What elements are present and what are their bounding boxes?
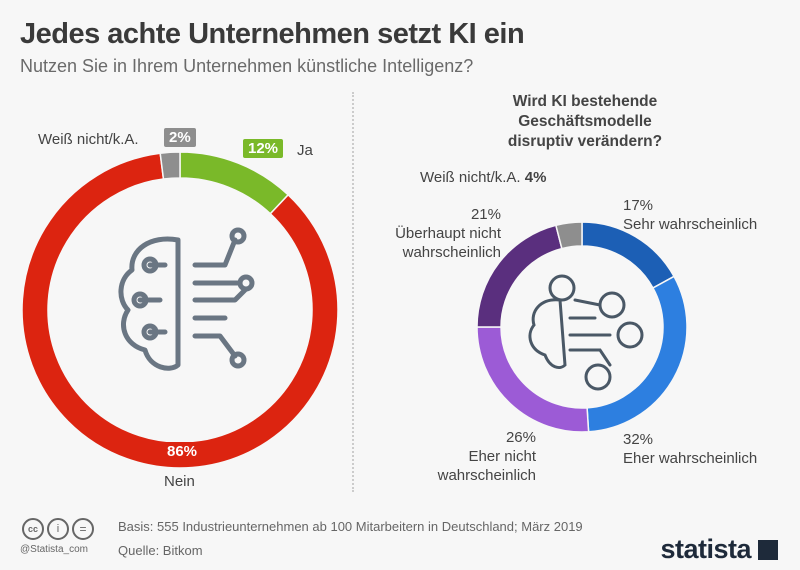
nd-icon: = [72, 518, 94, 540]
label-nein: Nein [164, 473, 195, 490]
label-text: Überhaupt nicht [395, 225, 501, 242]
statista-logo[interactable]: statista [660, 534, 778, 565]
label-value: 4% [524, 169, 547, 186]
slice-weiß-nicht-k-a- [554, 221, 583, 250]
slice-ja [179, 151, 290, 215]
label-value: 26% [505, 429, 536, 446]
label-value: 32% [623, 431, 654, 448]
badge-ja: 12% [243, 139, 284, 158]
right-chart-title: Wird KI bestehende Geschäftsmodelle disr… [470, 92, 700, 152]
basis-note: Basis: 555 Industrieunternehmen ab 100 M… [118, 519, 583, 534]
by-icon: i [47, 518, 69, 540]
label-text: wahrscheinlich [437, 467, 536, 484]
label-ja: Ja [297, 142, 313, 159]
page-title: Jedes achte Unternehmen setzt KI ein [20, 18, 525, 50]
license-icons: cc i = [22, 518, 94, 540]
source-note: Quelle: Bitkom [118, 543, 203, 558]
label-text: Sehr wahrscheinlich [623, 216, 758, 233]
label-text: Weiß nicht/k.A. [420, 169, 521, 186]
badge-nein: 86% [162, 442, 203, 461]
cc-icon: cc [22, 518, 44, 540]
handle: @Statista_com [20, 544, 88, 555]
label-left-wn: Weiß nicht/k.A. [38, 131, 139, 148]
ai-network-people-icon [528, 274, 644, 391]
label-text: Eher nicht [468, 448, 536, 465]
title-line: disruptiv verändern? [507, 133, 663, 150]
label-value: 21% [470, 206, 501, 223]
label-sehr: 17% Sehr wahrscheinlich [623, 196, 757, 234]
label-eher: 32% Eher wahrscheinlich [623, 430, 757, 468]
label-text: Eher wahrscheinlich [623, 450, 758, 467]
slice-nein [21, 152, 339, 469]
slice-weiß-nicht-k-a- [159, 151, 181, 180]
brand-text: statista [660, 534, 751, 564]
donut-left [21, 151, 339, 469]
label-ehernicht: 26% Eher nicht wahrscheinlich [400, 428, 536, 485]
statista-mark-icon [758, 540, 778, 560]
label-ueber: 21% Überhaupt nicht wahrscheinlich [366, 205, 501, 262]
label-right-wn: Weiß nicht/k.A. 4% [420, 168, 546, 187]
label-text: wahrscheinlich [402, 244, 501, 261]
badge-left-wn: 2% [164, 128, 196, 147]
title-line: Geschäftsmodelle [518, 113, 652, 130]
brain-circuit-icon [118, 227, 255, 371]
donut-right [476, 221, 688, 433]
page-subtitle: Nutzen Sie in Ihrem Unternehmen künstlic… [20, 56, 474, 76]
label-value: 17% [623, 197, 654, 214]
divider [352, 92, 354, 492]
title-line: Wird KI bestehende [512, 93, 658, 110]
